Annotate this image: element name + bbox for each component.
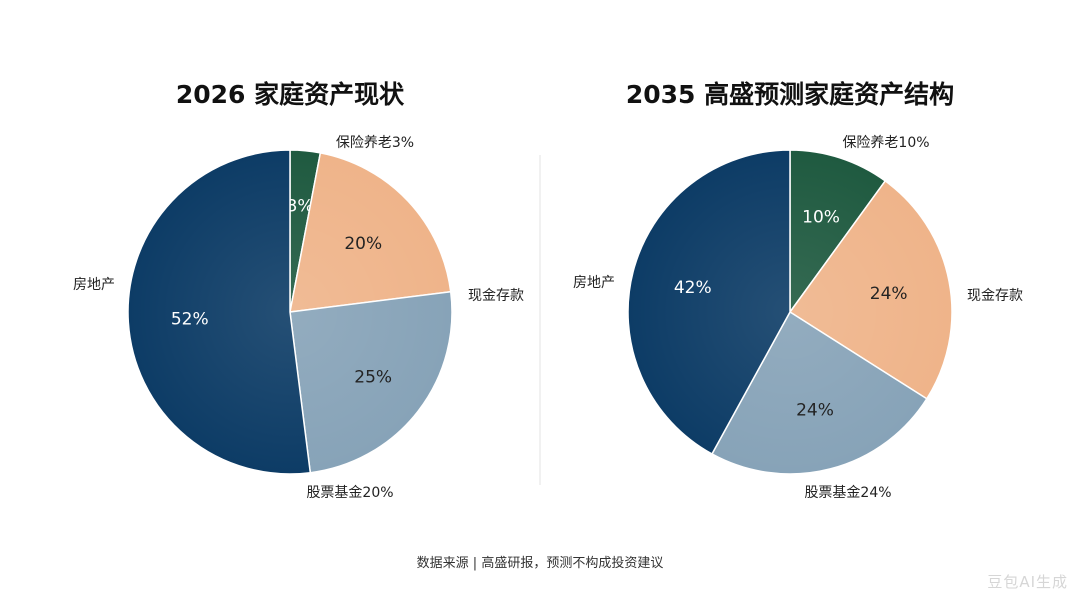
source-note: 数据来源 | 高盛研报，预测不构成投资建议	[417, 555, 664, 571]
right-slice-3-category-label: 房地产	[573, 275, 615, 291]
watermark-text: 豆包AI生成	[987, 573, 1068, 591]
right-slice-1-value-label: 24%	[870, 284, 908, 304]
right-slice-2-category-label: 股票基金24%	[804, 484, 891, 501]
right-slice-0-category-label: 保险养老10%	[842, 135, 929, 151]
right-pie-chart: 10% 保险养老10% 24% 现金存款 24% 股票基金24% 42% 房地产	[573, 135, 1023, 501]
right-slice-2-value-label: 24%	[796, 400, 834, 420]
left-slice-2-category-label: 股票基金20%	[306, 484, 393, 501]
left-slice-0-category-label: 保险养老3%	[336, 135, 414, 151]
right-slice-3-value-label: 42%	[674, 278, 712, 298]
right-slice-1-category-label: 现金存款	[967, 288, 1023, 304]
right-chart-title: 2035 高盛预测家庭资产结构	[626, 80, 954, 109]
left-slice-2-value-label: 25%	[354, 368, 392, 388]
left-chart-title: 2026 家庭资产现状	[176, 80, 405, 109]
left-slice-1-value-label: 20%	[344, 234, 382, 254]
left-slice-3	[127, 149, 312, 475]
left-slice-1-category-label: 现金存款	[468, 288, 524, 304]
left-slice-3-value-label: 52%	[171, 309, 209, 329]
left-slice-3-category-label: 房地产	[73, 277, 115, 293]
right-slice-0-value-label: 10%	[802, 207, 840, 227]
